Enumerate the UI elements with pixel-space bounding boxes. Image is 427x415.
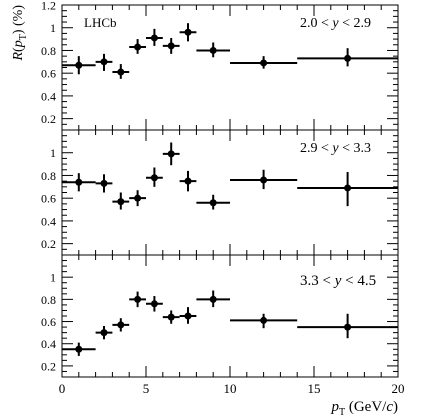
data-point (150, 174, 158, 182)
panel-label-part: 3.3 (350, 141, 371, 156)
data-point (100, 329, 108, 337)
y-tick-label: 0.2 (41, 112, 56, 126)
data-point (344, 54, 352, 62)
panel-label-part: 2.0 (300, 16, 318, 31)
data-point (184, 28, 192, 36)
y-axis-label-part: R (11, 52, 26, 62)
data-point (167, 150, 175, 158)
y-tick-label: 0.6 (41, 315, 56, 329)
panel-label-part: 3.3 (300, 273, 319, 289)
data-point (184, 312, 192, 320)
y-tick-label: 1.2 (41, 0, 56, 13)
x-axis-label-unit: (GeV/ (345, 399, 387, 415)
y-axis-label-part: p (11, 40, 26, 48)
y-tick-label: 0.4 (41, 214, 56, 228)
y-tick-label: 0.6 (41, 192, 56, 206)
data-point (209, 46, 217, 54)
panel-3: 0.2 0.4 0.6 0.8 1 3.3 < y < 4.5 (41, 254, 399, 378)
x-tick-label: 5 (143, 381, 150, 396)
data-point (209, 199, 217, 207)
experiment-label: LHCb (84, 15, 117, 30)
panel-label-part: < (341, 273, 353, 289)
data-point (134, 194, 142, 202)
panel-rapidity-label: 2.9 < y < 3.3 (300, 141, 371, 156)
data-point (150, 300, 158, 308)
panel-label-part: 2.9 (300, 141, 318, 156)
x-axis-label-close: ) (393, 399, 398, 415)
data-point (344, 323, 352, 331)
panel-label-part: 4.5 (354, 273, 377, 289)
data-point (134, 43, 142, 51)
panel-label-part: < (318, 141, 330, 156)
x-tick-label: 0 (59, 381, 66, 396)
x-axis-label-sub: T (339, 407, 345, 415)
x-tick-label: 20 (392, 381, 405, 396)
panel-label-part: < (318, 16, 330, 31)
y-tick-label: 0.2 (41, 237, 56, 251)
data-point (260, 316, 268, 324)
panel-rapidity-label: 2.0 < y < 2.9 (300, 16, 371, 31)
y-axis-label-part: T (18, 34, 29, 40)
panel-rapidity-label: 3.3 < y < 4.5 (300, 273, 376, 289)
panel-label-part: y (329, 141, 340, 156)
data-point (75, 61, 83, 69)
panel-label-part: y (329, 16, 340, 31)
data-point (260, 176, 268, 184)
y-tick-label: 0.4 (41, 89, 56, 103)
y-tick-label: 0.4 (41, 337, 56, 351)
x-axis-label-p: p (330, 399, 339, 415)
data-point (75, 345, 83, 353)
data-point (134, 295, 142, 303)
y-tick-label: 0.8 (41, 293, 56, 307)
y-tick-label: 0.6 (41, 67, 56, 81)
data-point (117, 321, 125, 329)
data-point (117, 68, 125, 76)
x-axis-label: pT (GeV/c) (330, 399, 398, 415)
panel-2: 0.2 0.4 0.6 0.8 1 2.9 < y < 3.3 (41, 129, 399, 256)
x-axis-label-c: c (386, 399, 393, 415)
data-point (100, 179, 108, 187)
y-axis-label-part: ( (11, 47, 26, 52)
panel-label-part: y (331, 273, 342, 289)
data-point (117, 198, 125, 206)
y-tick-label: 0.8 (41, 44, 56, 58)
data-point (184, 177, 192, 185)
y-tick-label: 1 (50, 146, 56, 160)
y-tick-label: 0.2 (41, 359, 56, 373)
panel-label-part: 2.9 (350, 16, 371, 31)
data-point (150, 34, 158, 42)
panel-1: 0.2 0.4 0.6 0.8 1 1.2 2.0 < y < 2.9 LHCb (41, 0, 399, 131)
panel-label-part: < (339, 141, 351, 156)
data-point (75, 178, 83, 186)
y-tick-label: 1 (50, 21, 56, 35)
data-point (167, 313, 175, 321)
y-tick-label: 1 (50, 271, 56, 285)
data-point (100, 58, 108, 66)
data-point (167, 42, 175, 50)
panel-label-part: < (319, 273, 331, 289)
x-tick-label: 15 (308, 381, 321, 396)
y-tick-label: 0.8 (41, 169, 56, 183)
y-axis-label: R(pT) (%) (11, 5, 29, 62)
y-axis-label-part: ) (%) (11, 5, 26, 34)
data-point (344, 184, 352, 192)
data-point (260, 59, 268, 67)
panel-label-part: < (339, 16, 351, 31)
data-point (209, 295, 217, 303)
x-tick-label: 10 (224, 381, 237, 396)
